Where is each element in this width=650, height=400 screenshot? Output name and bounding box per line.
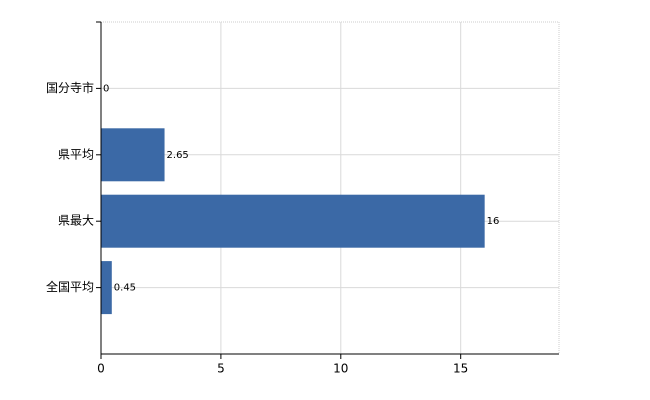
y-tick-label: 全国平均: [46, 279, 94, 294]
x-tick-label: 0: [97, 362, 105, 376]
y-tick-label: 県平均: [58, 147, 94, 161]
value-label: 0: [103, 83, 109, 94]
value-label: 0.45: [114, 283, 136, 294]
y-tick-label: 県最大: [58, 214, 94, 228]
bar: [101, 128, 165, 182]
bar: [101, 261, 112, 315]
x-tick-label: 5: [217, 362, 225, 376]
bar: [101, 194, 485, 248]
y-tick-label: 国分寺市: [46, 80, 94, 95]
value-label: 16: [487, 216, 500, 227]
x-tick-label: 15: [453, 362, 468, 376]
value-label: 2.65: [167, 150, 189, 161]
x-tick-label: 10: [333, 362, 348, 376]
